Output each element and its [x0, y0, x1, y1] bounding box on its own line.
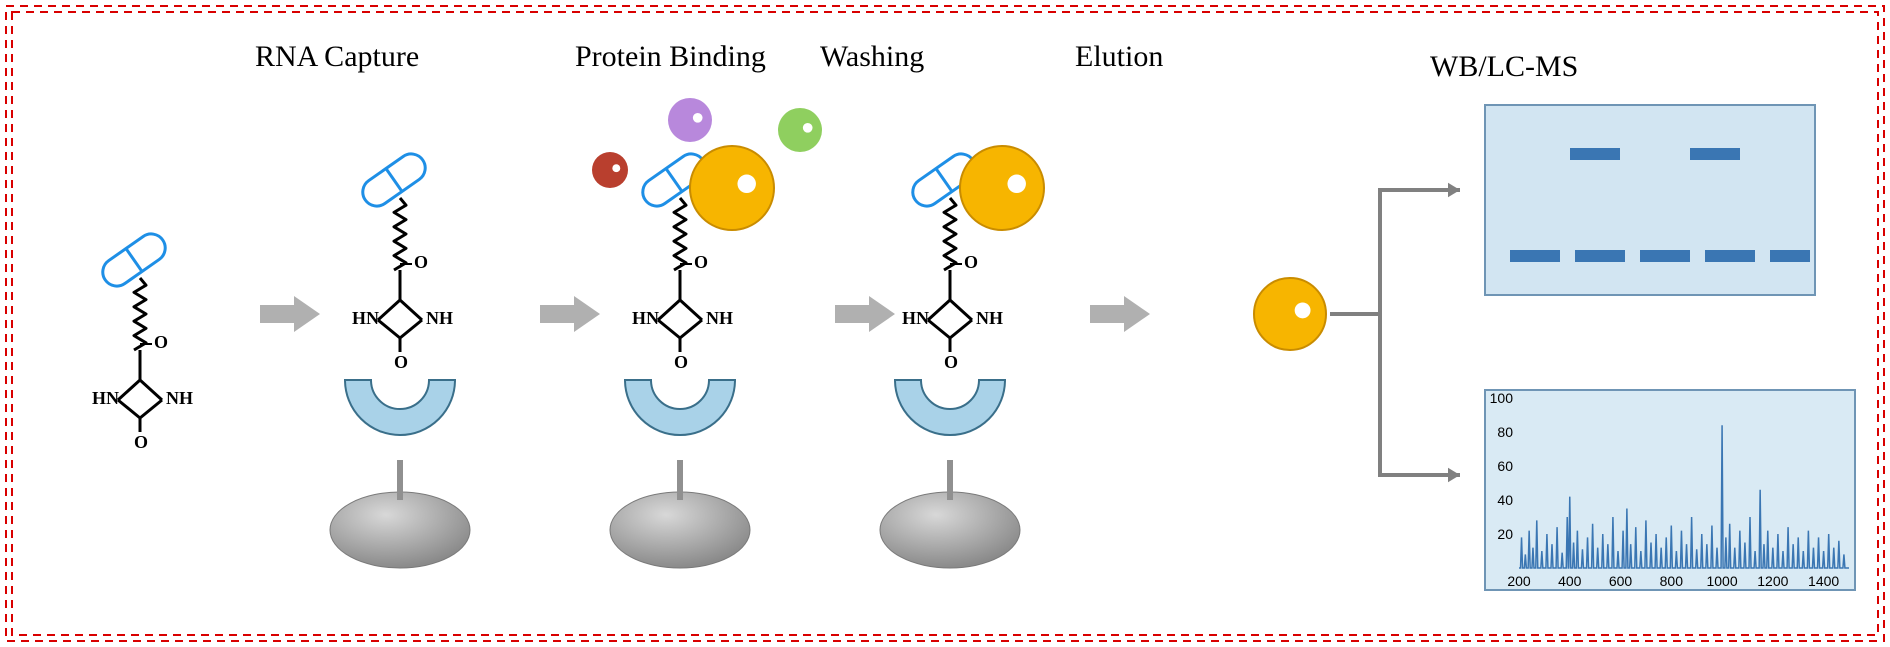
streptavidin-bead	[330, 380, 470, 568]
svg-text:O: O	[134, 432, 148, 452]
wb-band-bottom-3	[1705, 250, 1755, 262]
svg-text:1400: 1400	[1808, 573, 1839, 589]
capsule-icon	[357, 148, 430, 211]
stage-1: HN NH O O	[92, 228, 193, 452]
stage-2: HN NH O O	[330, 148, 470, 568]
svg-text:O: O	[394, 352, 408, 372]
svg-text:HN: HN	[902, 308, 929, 328]
linker-zigzag	[944, 198, 956, 270]
biotin-icon: HN NH O O	[92, 332, 193, 452]
wb-band-bottom-0	[1510, 250, 1560, 262]
diagram-svg: HN NH O O HN NH O O HN NH O O HN NH O O 20 40 60 80 100 200 40…	[0, 0, 1890, 647]
svg-text:NH: NH	[706, 308, 733, 328]
probe: HN NH O O	[352, 148, 453, 372]
svg-text:1000: 1000	[1706, 573, 1737, 589]
svg-text:NH: NH	[426, 308, 453, 328]
flow-arrow-3	[1090, 296, 1150, 332]
svg-text:O: O	[694, 252, 708, 272]
wb-band-bottom-1	[1575, 250, 1625, 262]
protein-target	[960, 146, 1044, 230]
svg-text:HN: HN	[352, 308, 379, 328]
svg-text:80: 80	[1497, 424, 1513, 440]
flow-arrow-0	[260, 296, 320, 332]
svg-text:O: O	[414, 252, 428, 272]
linker-zigzag	[674, 198, 686, 270]
wb-band-bottom-4	[1770, 250, 1810, 262]
branch-arrow-1	[1380, 314, 1460, 482]
svg-text:20: 20	[1497, 526, 1513, 542]
svg-text:NH: NH	[166, 388, 193, 408]
stage-4: HN NH O O	[880, 146, 1044, 568]
biotin-icon: HN NH O O	[902, 252, 1003, 372]
wb-band-top-1	[1690, 148, 1740, 160]
ms-panel: 20 40 60 80 100 200 400 600 800 1000 1200 1400	[1485, 390, 1855, 590]
protein-target	[690, 146, 774, 230]
protein-off-3	[778, 108, 822, 152]
wb-band-bottom-2	[1640, 250, 1690, 262]
wb-panel	[1485, 105, 1815, 295]
svg-text:600: 600	[1609, 573, 1633, 589]
protein-off-2	[668, 98, 712, 142]
streptavidin-bead	[880, 380, 1020, 568]
stage-3: HN NH O O	[592, 98, 822, 568]
biotin-icon: HN NH O O	[632, 252, 733, 372]
protein-off-1	[592, 152, 628, 188]
linker-zigzag	[134, 278, 146, 350]
linker-zigzag	[394, 198, 406, 270]
flow-arrow-1	[540, 296, 600, 332]
capsule-icon	[97, 228, 170, 291]
protein-eluted	[1254, 278, 1326, 350]
diagram-root: RNA Capture Protein Binding Washing Elut…	[0, 0, 1890, 647]
branch-arrow-0	[1380, 183, 1460, 314]
svg-text:60: 60	[1497, 458, 1513, 474]
probe: HN NH O O	[92, 228, 193, 452]
svg-text:1200: 1200	[1757, 573, 1788, 589]
svg-text:HN: HN	[632, 308, 659, 328]
svg-text:40: 40	[1497, 492, 1513, 508]
svg-text:NH: NH	[976, 308, 1003, 328]
svg-text:200: 200	[1507, 573, 1531, 589]
svg-text:400: 400	[1558, 573, 1582, 589]
svg-text:100: 100	[1490, 390, 1514, 406]
streptavidin-bead	[610, 380, 750, 568]
svg-text:HN: HN	[92, 388, 119, 408]
svg-text:O: O	[674, 352, 688, 372]
svg-text:O: O	[944, 352, 958, 372]
svg-text:O: O	[964, 252, 978, 272]
wb-band-top-0	[1570, 148, 1620, 160]
biotin-icon: HN NH O O	[352, 252, 453, 372]
flow-arrow-2	[835, 296, 895, 332]
svg-text:O: O	[154, 332, 168, 352]
svg-text:800: 800	[1660, 573, 1684, 589]
